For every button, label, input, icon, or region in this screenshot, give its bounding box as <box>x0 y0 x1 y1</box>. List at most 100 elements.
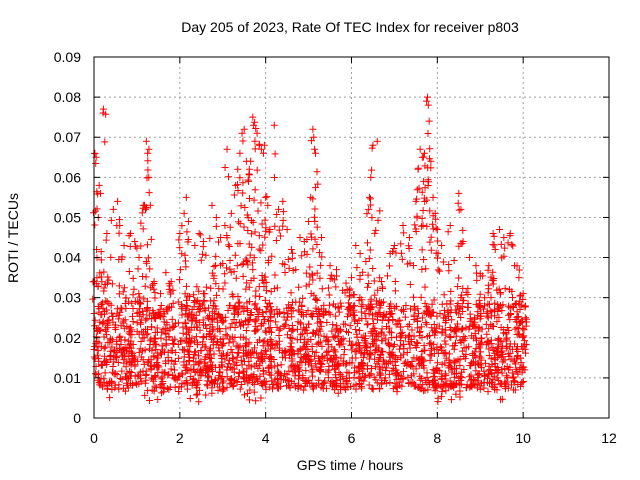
data-point-marker <box>483 330 491 338</box>
data-point-marker <box>93 371 101 379</box>
data-point-marker <box>410 380 418 388</box>
data-point-marker <box>259 357 267 365</box>
data-point-marker <box>483 310 491 318</box>
data-point-marker <box>147 335 155 343</box>
data-point-marker <box>182 263 190 271</box>
data-point-marker <box>331 386 339 394</box>
data-point-marker <box>180 209 188 217</box>
data-point-marker <box>378 285 386 293</box>
data-point-marker <box>422 319 430 327</box>
data-point-marker <box>429 225 437 233</box>
data-point-marker <box>250 196 258 204</box>
data-point-marker <box>518 379 526 387</box>
data-point-marker <box>172 319 180 327</box>
data-point-marker <box>261 216 269 224</box>
data-point-marker <box>489 277 497 285</box>
data-point-marker <box>287 289 295 297</box>
data-point-marker <box>298 301 306 309</box>
data-point-marker <box>332 283 340 291</box>
data-point-marker <box>172 348 180 356</box>
data-point-marker <box>445 362 453 370</box>
data-point-marker <box>121 373 129 381</box>
data-point-marker <box>195 359 203 367</box>
data-point-marker <box>484 289 492 297</box>
data-point-marker <box>456 305 464 313</box>
data-point-marker <box>476 340 484 348</box>
data-point-marker <box>158 342 166 350</box>
data-point-marker <box>178 250 186 258</box>
data-point-marker <box>188 317 196 325</box>
data-point-marker <box>360 373 368 381</box>
data-point-marker <box>505 302 513 310</box>
data-point-marker <box>252 125 260 133</box>
data-point-marker <box>371 348 379 356</box>
data-point-marker <box>270 310 278 318</box>
data-point-marker <box>374 286 382 294</box>
data-point-marker <box>318 253 326 261</box>
data-point-marker <box>208 308 216 316</box>
data-point-marker <box>120 359 128 367</box>
data-point-marker <box>346 383 354 391</box>
data-point-marker <box>502 344 510 352</box>
data-point-marker <box>343 378 351 386</box>
data-point-marker <box>335 341 343 349</box>
data-point-marker <box>467 382 475 390</box>
data-point-marker <box>442 340 450 348</box>
data-point-marker <box>311 360 319 368</box>
data-point-marker <box>262 287 270 295</box>
data-point-marker <box>131 362 139 370</box>
data-point-marker <box>195 376 203 384</box>
data-point-marker <box>283 225 291 233</box>
data-point-marker <box>97 256 105 264</box>
data-point-marker <box>281 322 289 330</box>
data-point-marker <box>513 324 521 332</box>
data-point-marker <box>221 355 229 363</box>
data-point-marker <box>237 333 245 341</box>
data-point-marker <box>449 342 457 350</box>
data-point-marker <box>413 212 421 220</box>
data-point-marker <box>210 297 218 305</box>
data-point-marker <box>144 157 152 165</box>
data-point-marker <box>244 227 252 235</box>
data-point-marker <box>158 389 166 397</box>
data-point-marker <box>376 207 384 215</box>
data-point-marker <box>167 347 175 355</box>
data-point-marker <box>234 299 242 307</box>
data-point-marker <box>248 243 256 251</box>
data-point-marker <box>313 168 321 176</box>
data-point-marker <box>252 292 260 300</box>
data-point-marker <box>226 265 234 273</box>
data-point-marker <box>273 323 281 331</box>
data-point-marker <box>372 376 380 384</box>
data-point-marker <box>141 379 149 387</box>
data-point-marker <box>161 368 169 376</box>
data-point-marker <box>94 283 102 291</box>
data-point-marker <box>490 232 498 240</box>
data-point-marker <box>236 149 244 157</box>
data-point-marker <box>416 145 424 153</box>
data-point-marker <box>414 305 422 313</box>
data-point-marker <box>285 304 293 312</box>
data-point-marker <box>415 184 423 192</box>
data-point-marker <box>235 369 243 377</box>
data-point-marker <box>419 206 427 214</box>
data-point-marker <box>515 274 523 282</box>
data-point-marker <box>208 201 216 209</box>
data-point-marker <box>438 300 446 308</box>
data-point-marker <box>92 159 100 167</box>
data-point-marker <box>219 379 227 387</box>
data-point-marker <box>472 367 480 375</box>
data-point-marker <box>185 357 193 365</box>
data-point-marker <box>276 310 284 318</box>
data-point-marker <box>230 191 238 199</box>
data-point-marker <box>176 276 184 284</box>
data-point-marker <box>473 384 481 392</box>
data-point-marker <box>115 282 123 290</box>
data-point-marker <box>379 356 387 364</box>
data-point-marker <box>494 301 502 309</box>
data-point-marker <box>100 358 108 366</box>
data-point-marker <box>250 349 258 357</box>
data-point-marker <box>116 374 124 382</box>
data-point-marker <box>313 327 321 335</box>
